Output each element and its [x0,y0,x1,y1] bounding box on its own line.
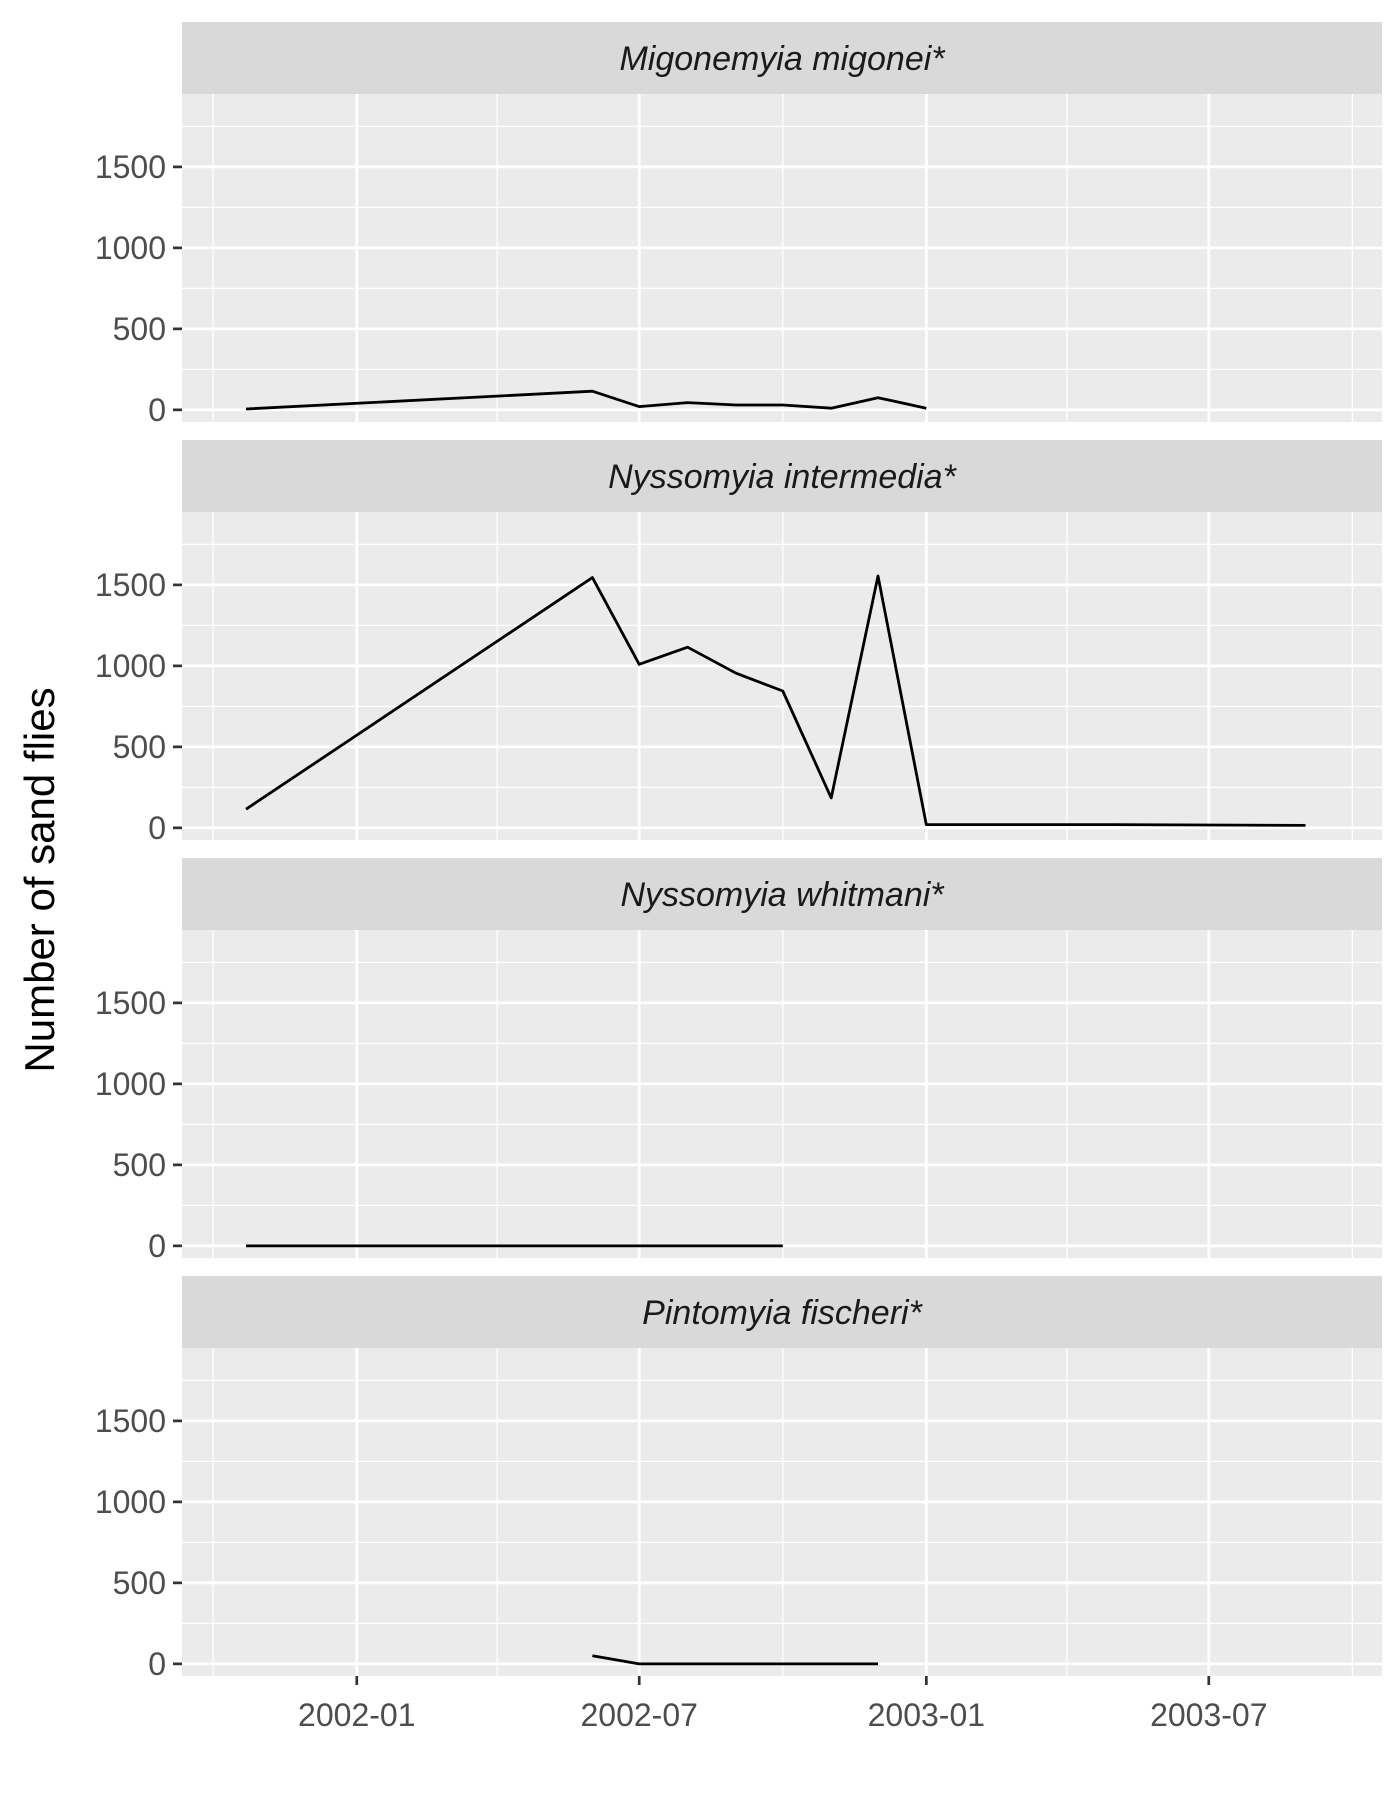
y-tick-label: 500 [113,1565,166,1601]
facet-title: Pintomyia fischeri* [642,1294,923,1332]
y-tick-label: 1500 [95,985,166,1021]
x-axis: 2002-01 2002-07 2003-01 2003-07 [298,1676,1268,1733]
y-tick-label: 500 [113,729,166,765]
y-axis-title: Number of sand flies [16,687,63,1072]
y-tick-label: 1000 [95,1484,166,1520]
facet-strip [182,440,1382,512]
facet-strip [182,22,1382,94]
panel-background [182,930,1382,1258]
facet-1: Nyssomyia intermedia* 0 500 1000 1500 [95,440,1382,846]
facet-panels: Migonemyia migonei*050010001500Nyssomyia… [95,22,1382,1682]
series-line [245,574,1306,827]
y-tick-label: 0 [148,1646,166,1682]
x-tick-label: 2002-01 [298,1697,415,1733]
y-tick-label: 500 [113,1147,166,1183]
y-tick-label: 1500 [95,567,166,603]
x-tick-label: 2003-01 [868,1697,985,1733]
facet-title: Migonemyia migonei* [619,40,946,78]
series-line [245,389,927,411]
y-tick-label: 500 [113,311,166,347]
facet-title: Nyssomyia intermedia* [608,458,957,496]
facet-0: Migonemyia migonei* 0 500 1000 1500 [95,22,1382,428]
facet-3: Pintomyia fischeri* 0 500 1000 1500 [95,1276,1382,1682]
y-tick-label: 1500 [95,149,166,185]
panel-background [182,512,1382,840]
facet-title: Nyssomyia whitmani* [620,876,945,914]
y-tick-label: 1500 [95,1403,166,1439]
x-tick-label: 2002-07 [580,1697,697,1733]
panel-background [182,1348,1382,1676]
y-tick-label: 1000 [95,1066,166,1102]
x-tick-label: 2003-07 [1150,1697,1267,1733]
panel-background [182,94,1382,422]
series-line [592,1654,878,1666]
y-tick-label: 0 [148,392,166,428]
facet-2: Nyssomyia whitmani* 0 500 1000 1500 [95,858,1382,1264]
y-tick-label: 1000 [95,230,166,266]
y-tick-label: 0 [148,810,166,846]
y-tick-label: 0 [148,1228,166,1264]
y-tick-label: 1000 [95,648,166,684]
facet-strip [182,1276,1382,1348]
facet-strip [182,858,1382,930]
